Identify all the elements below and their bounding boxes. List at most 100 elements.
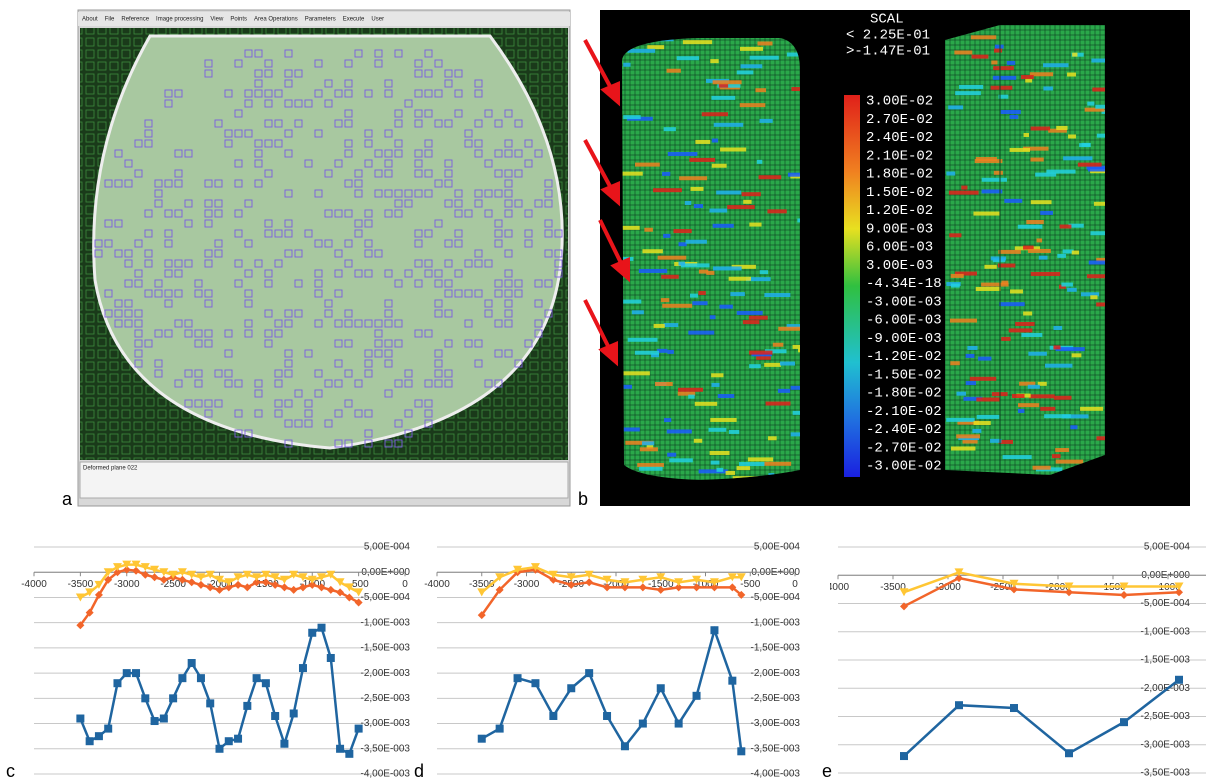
tracking-point bbox=[264, 309, 273, 318]
strain-cell bbox=[767, 209, 787, 214]
marker bbox=[317, 573, 327, 582]
tracking-point bbox=[284, 149, 293, 158]
marker bbox=[344, 583, 354, 592]
strain-cell bbox=[666, 429, 692, 434]
colorbar-label: -2.10E-02 bbox=[866, 404, 942, 420]
strain-cell bbox=[673, 229, 692, 234]
strain-cell bbox=[1062, 249, 1074, 254]
strain-cell bbox=[698, 269, 709, 274]
strain-cell bbox=[711, 163, 727, 168]
strain-cell bbox=[1026, 220, 1044, 225]
marker bbox=[279, 575, 289, 584]
strain-cell bbox=[631, 310, 644, 315]
strain-cell bbox=[677, 391, 696, 396]
tracking-point bbox=[364, 369, 373, 378]
tracking-point bbox=[414, 159, 423, 168]
point-grid bbox=[94, 49, 563, 448]
tracking-point bbox=[244, 329, 253, 338]
strain-cell bbox=[792, 344, 800, 349]
marker bbox=[150, 573, 159, 582]
series-line bbox=[481, 626, 743, 752]
marker bbox=[1175, 675, 1183, 684]
strain-cell bbox=[1037, 381, 1047, 386]
strain-cell bbox=[680, 263, 710, 268]
strain-cell bbox=[1055, 459, 1084, 464]
strain-cell bbox=[1027, 384, 1040, 389]
strain-cell bbox=[1040, 406, 1056, 411]
tracking-point bbox=[434, 279, 443, 288]
marker bbox=[104, 724, 113, 733]
tracking-point bbox=[274, 89, 283, 98]
colorbar-label: 3.00E-02 bbox=[866, 94, 933, 110]
strain-cell bbox=[971, 54, 989, 59]
tracking-point bbox=[144, 339, 153, 348]
marker bbox=[75, 593, 85, 602]
tracking-point bbox=[314, 369, 323, 378]
tracking-point bbox=[484, 189, 493, 198]
tracking-point bbox=[424, 379, 433, 388]
strain-cell bbox=[972, 428, 982, 433]
tracking-point bbox=[304, 99, 313, 108]
series-line bbox=[903, 678, 1180, 757]
tracking-point bbox=[134, 139, 143, 148]
tracking-point bbox=[134, 239, 143, 248]
marker bbox=[243, 583, 252, 592]
strain-cell bbox=[1062, 414, 1089, 419]
marker bbox=[354, 598, 363, 607]
marker bbox=[159, 568, 169, 577]
tracking-point bbox=[474, 249, 483, 258]
tracking-point bbox=[404, 369, 413, 378]
tracking-point bbox=[504, 279, 513, 288]
strain-cell bbox=[1048, 128, 1067, 133]
tracking-point bbox=[494, 239, 503, 248]
tracking-point bbox=[474, 79, 483, 88]
strain-cell bbox=[1080, 406, 1104, 411]
strain-cell bbox=[797, 218, 800, 223]
tracking-point bbox=[384, 149, 393, 158]
marker bbox=[289, 709, 298, 718]
strain-cell bbox=[1019, 381, 1036, 386]
tracking-point bbox=[384, 79, 393, 88]
strain-cell bbox=[755, 88, 767, 93]
tracking-point bbox=[144, 119, 153, 128]
tracking-point bbox=[344, 119, 353, 128]
tracking-point bbox=[244, 429, 253, 438]
strain-cell bbox=[625, 440, 654, 445]
tracking-point bbox=[394, 139, 403, 148]
menu-item: Parameters bbox=[305, 17, 336, 23]
tracking-point bbox=[214, 119, 223, 128]
tracking-point bbox=[284, 99, 293, 108]
tracking-point bbox=[114, 249, 123, 258]
tracking-point bbox=[414, 149, 423, 158]
tracking-point bbox=[414, 399, 423, 408]
y-tick-label: -3,50E-003 bbox=[1141, 768, 1191, 779]
tracking-point bbox=[424, 229, 433, 238]
tracking-point bbox=[374, 149, 383, 158]
marker bbox=[900, 602, 908, 611]
strain-cell bbox=[1038, 255, 1048, 260]
tracking-point bbox=[194, 369, 203, 378]
tracking-point bbox=[254, 179, 263, 188]
tracking-point bbox=[374, 339, 383, 348]
strain-cell bbox=[1055, 347, 1085, 352]
tracking-point bbox=[204, 259, 213, 268]
tracking-point bbox=[214, 209, 223, 218]
arrow bbox=[583, 299, 612, 351]
marker bbox=[317, 583, 326, 592]
tracking-point bbox=[344, 319, 353, 328]
tracking-point bbox=[504, 309, 513, 318]
tracking-point bbox=[234, 409, 243, 418]
strain-cell bbox=[666, 68, 681, 73]
tracking-point bbox=[174, 149, 183, 158]
tracking-point bbox=[364, 349, 373, 358]
x-tick-label: -3500 bbox=[880, 582, 906, 593]
marker bbox=[140, 563, 150, 572]
menu-item: Image processing bbox=[156, 17, 203, 23]
tracking-point bbox=[344, 139, 353, 148]
marker bbox=[495, 585, 504, 594]
tracking-point bbox=[344, 179, 353, 188]
marker bbox=[178, 575, 187, 584]
marker bbox=[215, 744, 224, 753]
tracking-point bbox=[324, 309, 333, 318]
arrow bbox=[598, 219, 624, 266]
